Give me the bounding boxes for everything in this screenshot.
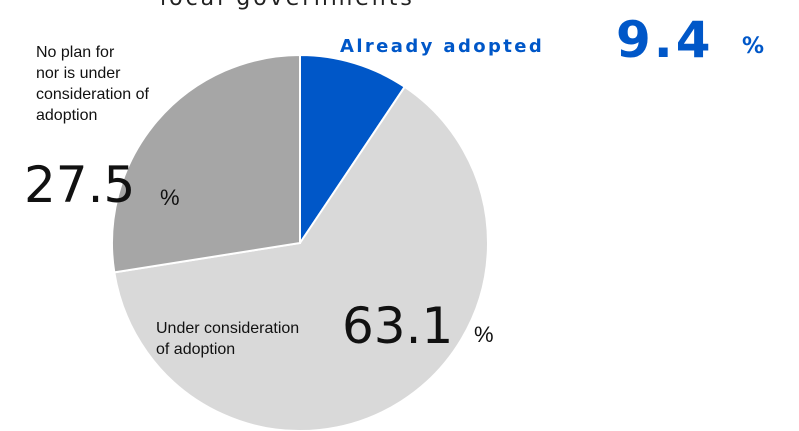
slice-label-under-line2: of adoption (156, 341, 236, 358)
slice-unit-adopted: % (742, 34, 765, 59)
slice-label-noplan-line3: consideration of (36, 86, 149, 103)
chart-title: local governments (160, 0, 415, 11)
slice-label-noplan: No plan for nor is under consideration o… (36, 42, 186, 126)
slice-label-noplan-line4: adoption (36, 107, 98, 124)
pie-slice-adopted (299, 53, 407, 247)
slice-value-under: 63.1 (342, 297, 454, 355)
slice-label-under-line1: Under consideration (156, 320, 300, 337)
slice-label-adopted: Already adopted (340, 36, 545, 57)
slice-label-under: Under consideration of adoption (156, 318, 336, 360)
pie-slice-noplan (111, 53, 301, 274)
pie-slice-under (113, 85, 489, 431)
slice-label-noplan-line2: nor is under (36, 65, 121, 82)
slice-unit-under: % (474, 322, 494, 347)
slice-label-noplan-line1: No plan for (36, 44, 115, 61)
slice-unit-noplan: % (160, 185, 180, 210)
slice-value-noplan: 27.5 (24, 156, 136, 214)
slice-value-adopted: 9.4 (616, 11, 714, 69)
